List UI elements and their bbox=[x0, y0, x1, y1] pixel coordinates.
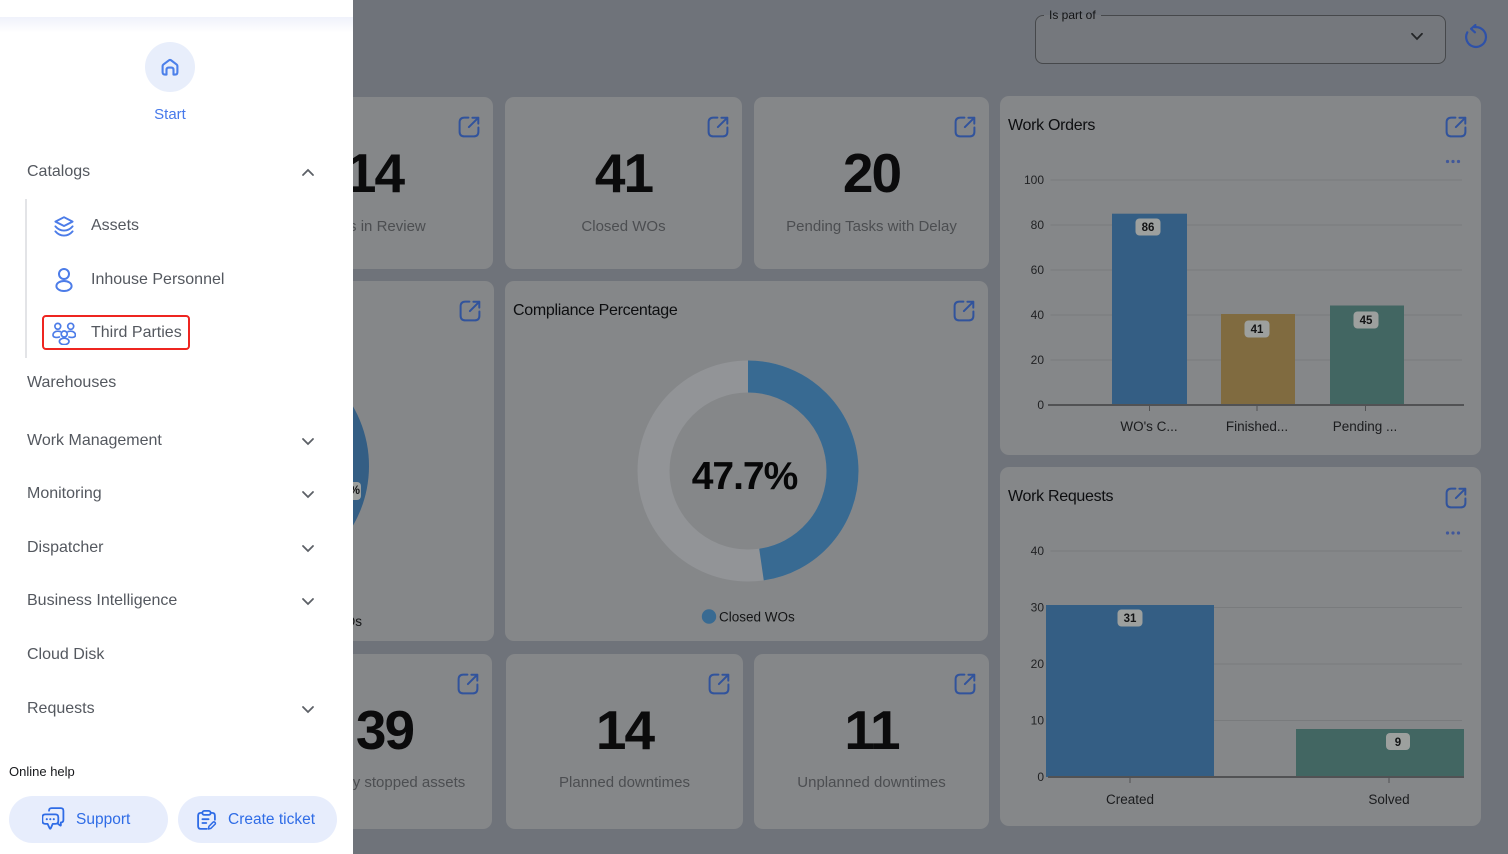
svg-text:30: 30 bbox=[1031, 601, 1045, 615]
svg-text:10: 10 bbox=[1031, 714, 1045, 728]
svg-text:Finished...: Finished... bbox=[1226, 419, 1288, 434]
svg-text:WO's C...: WO's C... bbox=[1120, 419, 1177, 434]
svg-text:31: 31 bbox=[1124, 613, 1137, 625]
svg-text:45: 45 bbox=[1360, 315, 1373, 327]
svg-text:86: 86 bbox=[1142, 222, 1155, 234]
svg-text:40: 40 bbox=[1031, 308, 1045, 322]
svg-text:Created: Created bbox=[1106, 792, 1154, 807]
svg-text:100: 100 bbox=[1024, 173, 1044, 187]
svg-text:Closed WOs: Closed WOs bbox=[719, 610, 795, 625]
svg-text:60: 60 bbox=[1031, 263, 1045, 277]
svg-text:0: 0 bbox=[1037, 398, 1044, 412]
svg-text:80: 80 bbox=[1031, 218, 1045, 232]
svg-text:20: 20 bbox=[1031, 353, 1045, 367]
svg-text:Solved: Solved bbox=[1368, 792, 1409, 807]
svg-text:40: 40 bbox=[1031, 544, 1045, 558]
svg-text:Pending ...: Pending ... bbox=[1333, 419, 1398, 434]
svg-text:41: 41 bbox=[1251, 324, 1264, 336]
svg-text:20: 20 bbox=[1031, 657, 1045, 671]
svg-text:0: 0 bbox=[1037, 770, 1044, 784]
svg-text:9: 9 bbox=[1395, 737, 1401, 749]
